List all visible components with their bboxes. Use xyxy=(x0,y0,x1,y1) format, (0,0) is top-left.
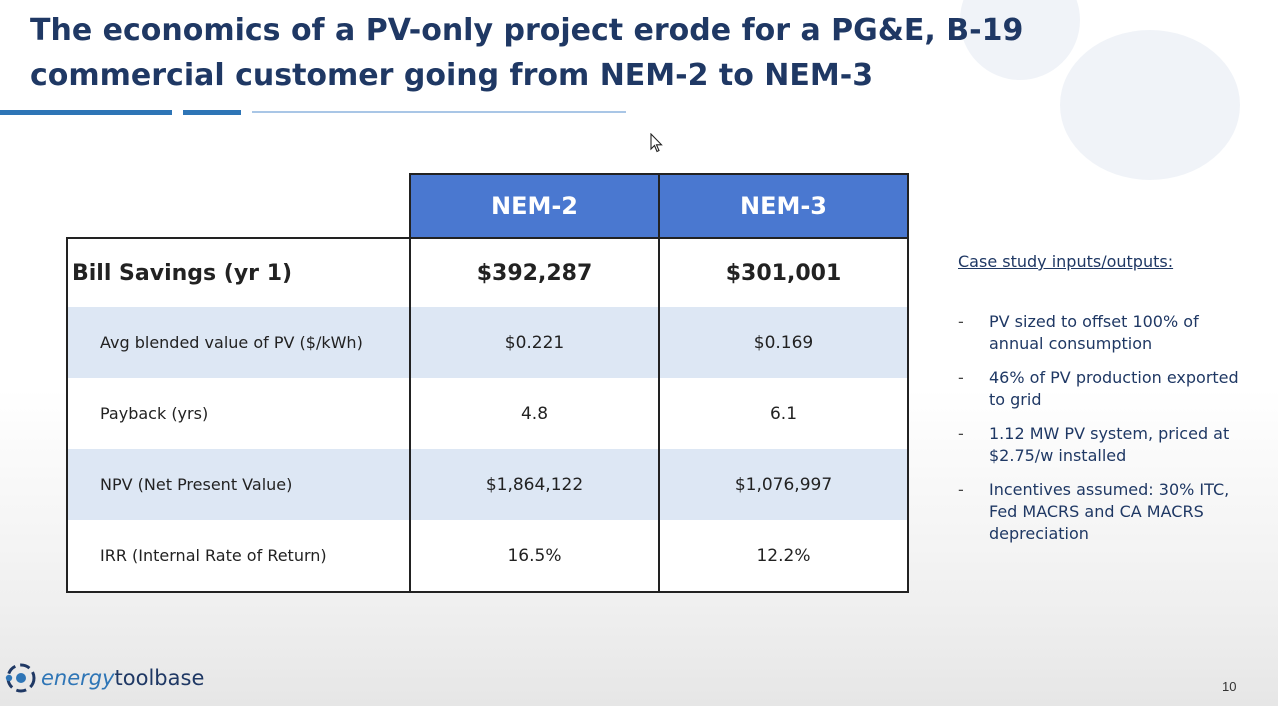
table-cell: $392,287 xyxy=(410,237,660,307)
list-item: - Incentives assumed: 30% ITC, Fed MACRS… xyxy=(958,479,1258,545)
page-number: 10 xyxy=(1222,679,1237,694)
table-row: Bill Savings (yr 1) $392,287 $301,001 xyxy=(66,237,909,307)
row-label: Payback (yrs) xyxy=(66,378,411,449)
table-cell: $0.169 xyxy=(659,307,909,378)
table-cell: 4.8 xyxy=(410,378,660,449)
table-row: NPV (Net Present Value) $1,864,122 $1,07… xyxy=(66,449,909,520)
list-item: - 1.12 MW PV system, priced at $2.75/w i… xyxy=(958,423,1258,467)
bullet-text: 46% of PV production exported to grid xyxy=(989,368,1239,409)
company-logo: energy toolbase xyxy=(4,661,204,695)
bullet-marker: - xyxy=(958,480,964,499)
column-header-nem2: NEM-2 xyxy=(409,173,660,239)
table-cell: 16.5% xyxy=(410,520,660,593)
table-row: Avg blended value of PV ($/kWh) $0.221 $… xyxy=(66,307,909,378)
list-item: - 46% of PV production exported to grid xyxy=(958,367,1258,411)
case-study-panel: Case study inputs/outputs: - PV sized to… xyxy=(958,252,1258,557)
title-underline-segment xyxy=(0,110,172,115)
bullet-marker: - xyxy=(958,424,964,443)
row-label: IRR (Internal Rate of Return) xyxy=(66,520,411,593)
title-underline-segment xyxy=(183,110,241,115)
row-label: Bill Savings (yr 1) xyxy=(66,237,411,307)
table-cell: $0.221 xyxy=(410,307,660,378)
background-circle-decoration xyxy=(1060,30,1240,180)
row-label: NPV (Net Present Value) xyxy=(66,449,411,520)
bullet-text: PV sized to offset 100% of annual consum… xyxy=(989,312,1199,353)
row-label: Avg blended value of PV ($/kWh) xyxy=(66,307,411,378)
table-cell: 6.1 xyxy=(659,378,909,449)
bullet-marker: - xyxy=(958,368,964,387)
bullet-marker: - xyxy=(958,312,964,331)
table-cell: 12.2% xyxy=(659,520,909,593)
economics-comparison-table: NEM-2 NEM-3 Bill Savings (yr 1) $392,287… xyxy=(66,173,909,593)
title-underline-segment xyxy=(252,111,626,113)
table-corner-cell xyxy=(67,174,410,238)
table-header-row: NEM-2 NEM-3 xyxy=(67,173,909,239)
logo-text-toolbase: toolbase xyxy=(114,666,205,690)
table-row: Payback (yrs) 4.8 6.1 xyxy=(66,378,909,449)
table-cell: $1,076,997 xyxy=(659,449,909,520)
mouse-pointer-icon xyxy=(650,133,663,153)
logo-text-energy: energy xyxy=(41,666,115,690)
slide-title: The economics of a PV-only project erode… xyxy=(30,13,1024,93)
bullet-text: Incentives assumed: 30% ITC, Fed MACRS a… xyxy=(989,480,1230,543)
table-cell: $1,864,122 xyxy=(410,449,660,520)
column-header-nem3: NEM-3 xyxy=(658,173,909,239)
table-cell: $301,001 xyxy=(659,237,909,307)
case-study-title: Case study inputs/outputs: xyxy=(958,252,1174,271)
energy-toolbase-logo-icon xyxy=(5,663,36,693)
list-item: - PV sized to offset 100% of annual cons… xyxy=(958,311,1258,355)
table-row: IRR (Internal Rate of Return) 16.5% 12.2… xyxy=(66,520,909,593)
bullet-text: 1.12 MW PV system, priced at $2.75/w ins… xyxy=(989,424,1230,465)
